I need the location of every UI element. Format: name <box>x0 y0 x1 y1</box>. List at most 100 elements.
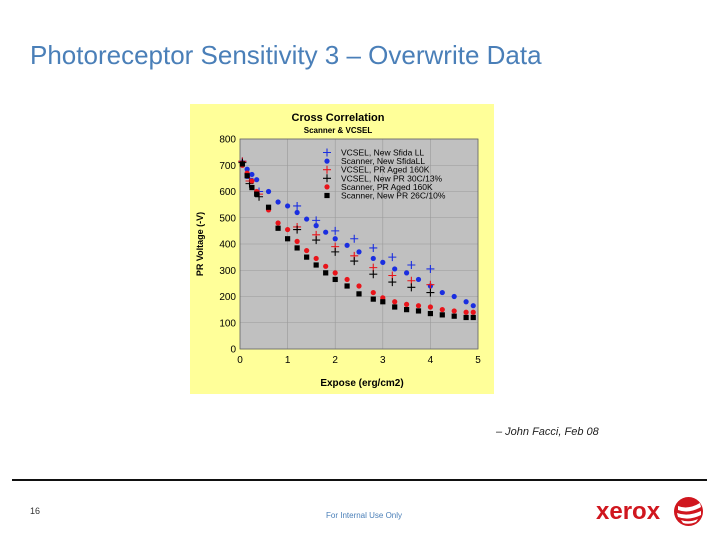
data-point <box>388 253 397 262</box>
legend-label: Scanner, PR Aged 160K <box>341 182 433 192</box>
data-point <box>294 245 300 251</box>
data-point <box>332 276 338 283</box>
data-point <box>304 216 310 222</box>
x-tick-label: 3 <box>380 355 386 366</box>
data-point <box>392 299 398 305</box>
data-point <box>404 301 410 307</box>
data-point <box>285 236 291 242</box>
data-point <box>380 295 386 301</box>
data-point <box>451 293 457 300</box>
x-tick-label: 2 <box>332 355 338 366</box>
data-point <box>344 283 350 289</box>
legend-marker <box>324 192 330 199</box>
data-point <box>407 283 416 292</box>
data-point <box>275 220 281 226</box>
x-axis-label: Expose (erg/cm2) <box>320 378 403 389</box>
data-point <box>369 270 378 279</box>
data-point <box>254 191 260 197</box>
data-point <box>370 255 376 262</box>
page-number: 16 <box>30 506 41 516</box>
x-tick-label: 5 <box>475 355 481 366</box>
tick-labels: 0 100 200 300 400 500 600 700 800 0 1 2 3 4 5 <box>219 135 481 367</box>
data-point <box>332 236 338 242</box>
data-point <box>275 225 281 231</box>
legend-label: VCSEL, New PR 30C/13% <box>341 173 443 183</box>
y-tick-label: 600 <box>219 187 236 198</box>
legend-marker <box>324 184 330 190</box>
data-point <box>294 238 300 244</box>
data-point <box>313 255 319 262</box>
chart-subtitle: Scanner & VCSEL <box>304 126 373 135</box>
data-point <box>427 304 433 310</box>
legend-marker <box>323 148 331 157</box>
data-point <box>304 254 310 260</box>
y-tick-label: 400 <box>219 240 236 251</box>
data-point <box>427 310 433 317</box>
data-point <box>392 304 398 310</box>
y-tick-label: 500 <box>219 213 236 224</box>
data-point <box>426 288 435 297</box>
data-point <box>344 276 350 283</box>
data-point <box>404 307 410 313</box>
x-tick-label: 1 <box>285 355 291 366</box>
x-tick-label: 4 <box>428 355 434 366</box>
data-point <box>463 309 469 315</box>
data-point <box>331 226 340 235</box>
data-point <box>239 161 245 167</box>
data-point <box>426 264 435 273</box>
x-tick-label: 0 <box>237 355 243 366</box>
data-point <box>369 243 378 252</box>
data-point <box>439 289 445 296</box>
legend-label: Scanner, New SfidaLL <box>341 156 425 166</box>
footer-note: For Internal Use Only <box>326 511 403 520</box>
data-point <box>415 303 422 309</box>
y-tick-label: 100 <box>219 318 236 329</box>
y-tick-label: 700 <box>219 161 236 172</box>
data-point <box>380 299 386 305</box>
logo-wordmark: xerox <box>596 498 661 525</box>
data-point <box>249 184 255 191</box>
chart-title: Cross Correlation <box>292 112 385 124</box>
data-point <box>249 178 255 184</box>
y-tick-label: 200 <box>219 292 236 303</box>
data-point <box>323 229 329 235</box>
data-point <box>451 308 457 314</box>
data-point <box>404 270 410 276</box>
chart-svg: Cross Correlation Scanner & VCSEL Expose… <box>190 104 494 394</box>
data-point <box>331 247 340 256</box>
data-point <box>470 303 476 309</box>
legend-marker <box>324 158 330 164</box>
xerox-ball-icon <box>674 497 703 526</box>
data-point <box>293 201 302 210</box>
cross-correlation-chart: Cross Correlation Scanner & VCSEL Expose… <box>190 104 494 394</box>
legend-marker <box>323 174 331 183</box>
legend-label: VCSEL, PR Aged 160K <box>341 165 430 175</box>
slide-title: Photoreceptor Sensitivity 3 – Overwrite … <box>30 40 542 70</box>
data-point <box>304 247 310 254</box>
y-tick-label: 0 <box>230 345 236 356</box>
xerox-logo: xerox <box>596 496 708 530</box>
data-point <box>392 266 398 272</box>
data-point <box>388 278 397 287</box>
legend-marker <box>323 165 331 174</box>
data-point <box>275 199 281 205</box>
data-point <box>249 171 255 178</box>
footer-divider <box>12 479 707 481</box>
data-point <box>415 276 422 283</box>
data-point <box>344 242 350 248</box>
data-point <box>451 313 457 319</box>
data-point <box>356 283 362 289</box>
data-point <box>313 223 319 229</box>
data-point <box>285 203 291 209</box>
data-point <box>470 309 476 315</box>
data-point <box>463 314 469 321</box>
data-point <box>356 291 362 297</box>
data-point <box>254 177 260 183</box>
data-point <box>323 270 329 276</box>
plot-border <box>239 138 479 350</box>
data-point <box>313 262 319 268</box>
data-point <box>350 234 359 243</box>
y-tick-label: 800 <box>219 135 236 146</box>
data-point <box>380 259 386 265</box>
